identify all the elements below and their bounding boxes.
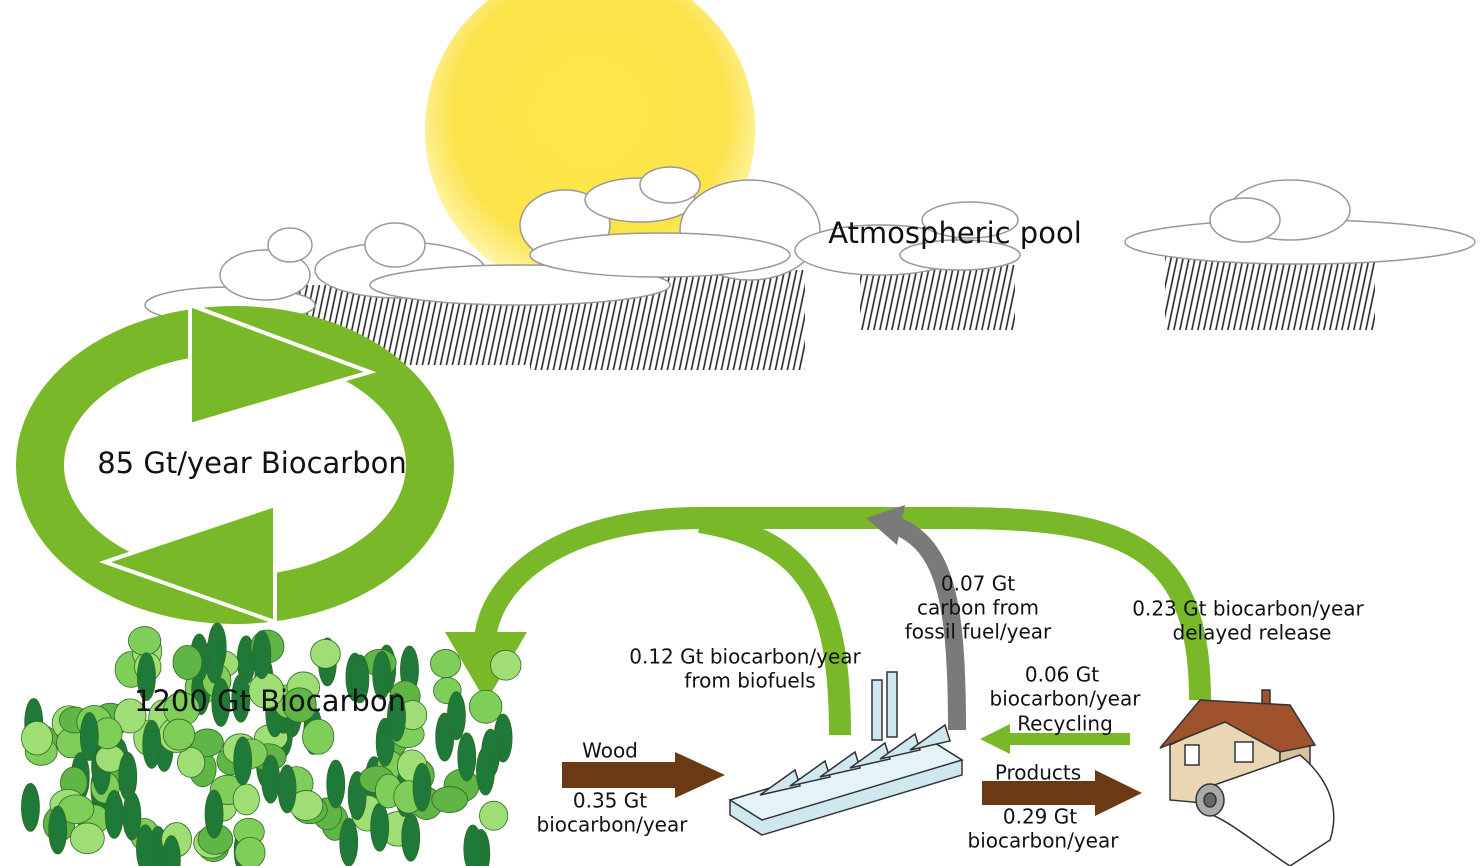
conifer xyxy=(372,650,392,700)
tree xyxy=(172,644,203,680)
flow-label: 0.07 Gt xyxy=(941,572,1015,596)
flow-label: from biofuels xyxy=(684,669,815,693)
conifer xyxy=(136,824,155,866)
tree xyxy=(128,626,162,656)
conifer xyxy=(252,630,272,680)
conifer xyxy=(118,752,138,801)
conifer xyxy=(48,805,68,855)
wood-arrow xyxy=(562,752,725,798)
flow-label: Recycling xyxy=(1017,712,1113,736)
cycle-label: 85 Gt/year Biocarbon xyxy=(97,446,407,480)
conifer xyxy=(350,654,370,704)
conifer xyxy=(161,835,181,866)
flow-label: delayed release xyxy=(1173,621,1332,645)
flow-label: 0.35 Gt xyxy=(573,789,647,813)
tree xyxy=(177,747,206,778)
conifer xyxy=(21,782,40,832)
conifer xyxy=(137,652,156,701)
conifer xyxy=(142,719,162,769)
conifer xyxy=(204,789,224,839)
tree xyxy=(69,822,105,855)
flow-label: Products xyxy=(995,761,1081,785)
biocarbon-cycle xyxy=(16,302,454,625)
flow-label: biocarbon/year xyxy=(968,829,1120,853)
sun xyxy=(425,0,755,295)
flow-label: biocarbon/year xyxy=(537,813,689,837)
tree xyxy=(468,689,503,724)
conifer xyxy=(387,692,406,742)
flow-label: 0.29 Gt xyxy=(1003,805,1077,829)
house xyxy=(1159,689,1335,866)
conifer xyxy=(231,673,251,723)
flow-label: 0.12 Gt biocarbon/year xyxy=(629,645,861,669)
flow-label: carbon from xyxy=(917,596,1039,620)
tree xyxy=(232,783,260,816)
flow-label: Wood xyxy=(582,739,638,763)
conifer xyxy=(104,789,124,839)
conifer xyxy=(261,754,281,804)
conifer xyxy=(233,736,253,786)
tree xyxy=(302,718,335,755)
atmosphere-label: Atmospheric pool xyxy=(828,216,1082,250)
flow-label: 0.06 Gt xyxy=(1025,663,1099,687)
tree xyxy=(430,649,462,679)
forest xyxy=(21,622,522,866)
recycling-arrow xyxy=(980,724,1130,754)
tree xyxy=(234,836,266,866)
products-arrow xyxy=(982,770,1142,816)
tree xyxy=(21,721,53,756)
conifer xyxy=(277,764,297,814)
conifer xyxy=(457,732,477,782)
tree xyxy=(114,698,147,734)
release-arrows xyxy=(445,507,1211,736)
conifer xyxy=(370,802,390,852)
conifer xyxy=(79,712,99,761)
conifer xyxy=(339,817,359,866)
rain xyxy=(250,250,1375,370)
conifer xyxy=(326,759,346,809)
conifer xyxy=(412,762,432,812)
tree xyxy=(431,786,468,814)
flow-label: fossil fuel/year xyxy=(905,620,1052,644)
tree xyxy=(162,718,196,751)
conifer xyxy=(211,678,231,727)
clouds xyxy=(144,166,1476,324)
tree xyxy=(490,649,522,681)
flow-label: biocarbon/year xyxy=(990,687,1142,711)
conifer xyxy=(446,691,466,741)
conifer xyxy=(476,746,495,796)
factory xyxy=(728,671,964,836)
fossil-arrow xyxy=(866,505,966,731)
conifer xyxy=(401,812,421,862)
forest-label: 1200 Gt Biocarbon xyxy=(134,684,406,718)
tree xyxy=(479,800,509,831)
conifer xyxy=(463,824,483,866)
flow-label: 0.23 Gt biocarbon/year xyxy=(1132,597,1364,621)
tree xyxy=(310,638,341,669)
tree xyxy=(282,687,317,723)
